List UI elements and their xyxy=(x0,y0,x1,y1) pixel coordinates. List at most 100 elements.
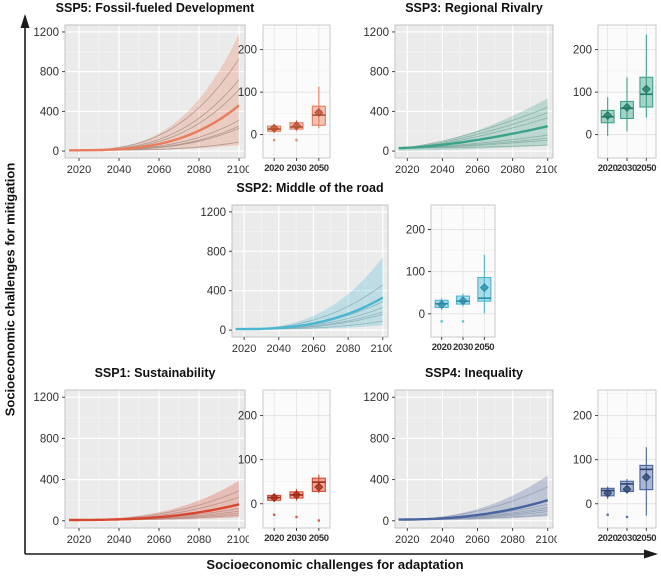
median-line xyxy=(69,104,240,152)
y-tick-label: 800 xyxy=(370,433,389,445)
x-tick-label: 2060 xyxy=(147,164,171,176)
x-tick-label: 2040 xyxy=(430,164,454,176)
outlier-point xyxy=(295,515,298,519)
y-tick-label: 400 xyxy=(370,106,389,118)
uncertainty-band xyxy=(398,98,548,151)
y-tick-label: 0 xyxy=(251,130,257,142)
outlier-point xyxy=(295,138,298,142)
x-tick-label: 2030 xyxy=(617,533,637,544)
y-tick-label: 0 xyxy=(220,325,226,337)
mean-diamond xyxy=(622,484,632,494)
x-axis-arrowhead xyxy=(644,549,658,559)
y-tick-label: 1200 xyxy=(33,392,59,404)
y-tick-label: 200 xyxy=(238,45,257,57)
outlier-point xyxy=(317,519,321,522)
x-tick-label: 2020 xyxy=(264,533,284,544)
panel-border xyxy=(64,389,246,529)
x-tick-label: 2020 xyxy=(395,164,419,176)
x-tick-label: 2040 xyxy=(267,343,291,355)
x-tick-label: 2050 xyxy=(309,533,329,544)
ssp1-line-chart: 0 400 800 1200 2020 2040 2060 2080 2100 xyxy=(33,389,249,546)
y-tick-label: 200 xyxy=(238,411,257,423)
mean-diamond xyxy=(291,490,302,500)
x-tick-label: 2030 xyxy=(617,163,637,174)
y-tick-label: 0 xyxy=(251,499,257,511)
y-tick-label: 1200 xyxy=(200,207,226,219)
panel-title-ssp4: SSP4: Inequality xyxy=(425,366,523,380)
ssp3-line-chart: 0 400 800 1200 2020 2040 2060 2080 2100 xyxy=(363,24,557,176)
x-tick-label: 2020 xyxy=(432,342,452,353)
y-tick-label: 0 xyxy=(53,516,59,528)
ssp4-line-chart: 0 400 800 1200 2020 2040 2060 2080 2100 xyxy=(363,389,557,546)
outlier-point xyxy=(272,138,276,142)
outlier-point xyxy=(461,320,465,323)
uncertainty-band xyxy=(69,33,239,151)
outlier-point xyxy=(606,513,609,516)
y-tick-label: 200 xyxy=(573,45,592,57)
outlier-point xyxy=(625,515,629,519)
x-tick-label: 2020 xyxy=(598,533,618,544)
panel-border xyxy=(231,204,389,338)
mean-diamond xyxy=(269,123,279,133)
y-tick-label: 800 xyxy=(40,433,59,445)
x-tick-label: 2020 xyxy=(232,343,256,355)
x-tick-label: 2030 xyxy=(287,533,307,544)
y-tick-label: 200 xyxy=(406,224,425,236)
ssp5-line-chart: 0 400 800 1200 2020 2040 2060 2080 2100 xyxy=(33,24,249,176)
x-tick-label: 2030 xyxy=(287,163,307,174)
mean-diamond xyxy=(603,488,613,498)
y-tick-label: 800 xyxy=(370,67,389,79)
x-tick-label: 2040 xyxy=(107,164,131,176)
outlier-point xyxy=(440,320,443,323)
y-tick-label: 800 xyxy=(40,67,59,79)
y-tick-label: 0 xyxy=(53,146,59,158)
panel-border xyxy=(394,24,554,159)
ensemble-line xyxy=(398,107,548,149)
y-tick-label: 800 xyxy=(207,246,226,258)
x-tick-label: 2080 xyxy=(187,164,211,176)
uncertainty-band xyxy=(69,480,239,521)
y-tick-label: 0 xyxy=(586,499,592,511)
x-tick-label: 2060 xyxy=(465,534,489,546)
y-axis-arrowhead xyxy=(20,14,30,28)
outlier-point xyxy=(272,513,276,516)
mean-diamond xyxy=(314,108,324,118)
x-tick-label: 2080 xyxy=(336,343,360,355)
mean-diamond xyxy=(437,300,447,310)
median-line xyxy=(398,125,548,150)
x-tick-label: 2040 xyxy=(107,534,131,546)
ssp5-box-chart: 0 100 200 2020 2030 2050 xyxy=(238,24,331,174)
x-tick-label: 2100 xyxy=(227,164,249,176)
ssp2-line-chart: 0 400 800 1200 2020 2040 2060 2080 2100 xyxy=(200,204,392,355)
x-tick-label: 2050 xyxy=(636,533,656,544)
x-tick-label: 2020 xyxy=(264,163,284,174)
y-tick-label: 400 xyxy=(40,475,59,487)
x-tick-label: 2050 xyxy=(474,342,494,353)
panel-title-ssp1: SSP1: Sustainability xyxy=(94,366,216,380)
mean-diamond xyxy=(291,121,302,131)
x-tick-label: 2030 xyxy=(453,342,473,353)
y-tick-label: 100 xyxy=(406,267,425,279)
y-tick-label: 100 xyxy=(238,455,257,467)
uncertainty-band xyxy=(235,257,383,330)
y-tick-label: 0 xyxy=(419,309,425,321)
mean-diamond xyxy=(641,84,651,94)
ssp2-box-chart: 0 100 200 2020 2030 2050 xyxy=(406,204,496,353)
x-axis-label: Socioeconomic challenges for adaptation xyxy=(206,557,464,572)
x-tick-label: 2020 xyxy=(598,163,618,174)
mean-diamond xyxy=(622,102,632,112)
x-tick-label: 2080 xyxy=(187,534,211,546)
y-tick-label: 100 xyxy=(573,455,592,467)
panel-title-ssp5: SSP5: Fossil-fueled Development xyxy=(55,1,255,15)
y-tick-label: 1200 xyxy=(363,27,389,39)
x-tick-label: 2080 xyxy=(500,534,524,546)
x-tick-label: 2040 xyxy=(430,534,454,546)
mean-diamond xyxy=(603,111,613,121)
y-tick-label: 100 xyxy=(573,87,592,99)
ssp4-box-chart: 0 100 200 2020 2030 2050 xyxy=(573,389,657,544)
mean-diamond xyxy=(269,493,279,503)
mean-diamond xyxy=(314,482,324,492)
median-line xyxy=(69,503,240,522)
